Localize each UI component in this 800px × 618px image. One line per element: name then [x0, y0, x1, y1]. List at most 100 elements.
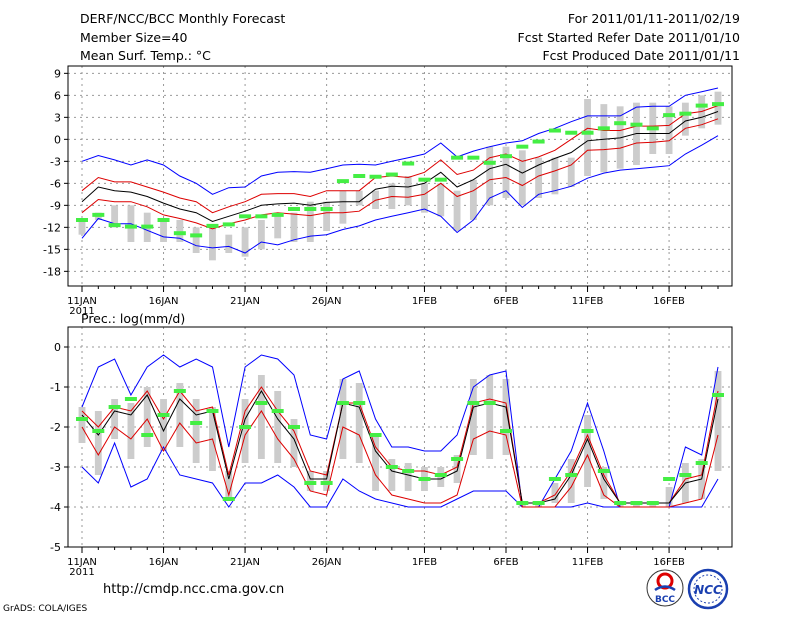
spread-box [192, 399, 200, 463]
spread-box [665, 106, 673, 154]
spread-box [94, 411, 102, 475]
x-tick-label: 16FEB [653, 557, 685, 568]
y-tick-label: -6 [50, 177, 61, 190]
spread-box [502, 379, 510, 455]
spread-box [209, 227, 216, 261]
chart-title: DERF/NCC/BCC Monthly Forecast [80, 11, 286, 26]
plot-frame [67, 65, 733, 287]
y-tick-label: -15 [43, 243, 61, 256]
spread-box [437, 183, 445, 217]
spread-box [127, 403, 135, 459]
spread-box [355, 383, 363, 463]
forecast-produced-date: Fcst Produced Date 2011/01/11 [542, 48, 740, 63]
spread-box [665, 487, 673, 507]
spread-box [469, 179, 477, 220]
spread-box [714, 91, 722, 125]
x-tick-label: 21JAN [230, 296, 260, 307]
x-tick-label: 11JAN [67, 296, 97, 307]
spread-box [518, 150, 526, 206]
y-tick-label: -2 [50, 421, 61, 434]
spread-box [241, 227, 249, 257]
spread-box [421, 183, 428, 213]
spread-box [404, 463, 412, 491]
x-tick-label: 11FEB [572, 557, 604, 568]
y-tick-label: -4 [50, 501, 61, 514]
spread-box [143, 387, 151, 447]
variable-label: Mean Surf. Temp.: °C [80, 48, 211, 63]
y-tick-label: 3 [54, 111, 61, 124]
spread-box [502, 146, 510, 198]
x-tick-label: 26JAN [312, 557, 342, 568]
source-url[interactable]: http://cmdp.ncc.cma.gov.cn [103, 582, 285, 597]
spread-box [714, 371, 722, 471]
spread-box [388, 459, 396, 491]
spread-box [192, 227, 200, 253]
ensemble-mean-line [81, 111, 719, 223]
y-tick-label: -1 [50, 381, 61, 394]
spread-box [404, 176, 412, 206]
x-tick-label: 26JAN [312, 296, 342, 307]
ensemble-mean-line [81, 390, 719, 504]
spread-box [257, 220, 265, 250]
lower-spread-line [81, 410, 719, 508]
bcc-logo-icon: BCC [646, 569, 684, 607]
spread-box [453, 190, 461, 231]
x-tick-label: 6FEB [493, 296, 518, 307]
grads-credit: GrADS: COLA/IGES [3, 604, 88, 614]
spread-box [551, 157, 559, 195]
x-tick-label: 1FEB [412, 557, 437, 568]
ncc-logo-icon: NCC [687, 568, 729, 610]
y-tick-label: -3 [50, 155, 61, 168]
max-line [81, 87, 719, 195]
x-tick-label: 6FEB [493, 557, 518, 568]
x-tick-label: 16JAN [149, 557, 179, 568]
plot-frame [67, 326, 733, 548]
spread-box [78, 220, 86, 235]
spread-box [111, 399, 119, 439]
forecast-started-date: Fcst Started Refer Date 2011/01/10 [517, 30, 741, 45]
spread-box [176, 220, 184, 242]
spread-box [225, 234, 233, 253]
y-tick-label: -12 [43, 221, 61, 234]
spread-box [290, 419, 298, 467]
spread-box [290, 212, 298, 242]
spread-box [535, 157, 543, 198]
forecast-period: For 2011/01/11-2011/02/19 [567, 11, 740, 26]
spread-box [339, 190, 347, 224]
spread-box [372, 435, 379, 491]
spread-box [567, 157, 575, 187]
precipitation-panel: 0 -1 -2 -3 -4 -5 11JAN 16JAN 21JAN 26JAN 1FEB 6FEB 1… [50, 326, 733, 578]
spread-box [469, 379, 477, 455]
y-tick-label: 9 [54, 67, 61, 80]
ncc-logo-text: NCC [694, 583, 722, 597]
max-line [81, 354, 719, 508]
x-tick-label: 11FEB [572, 296, 604, 307]
spread-box [225, 471, 233, 499]
y-tick-label: -18 [43, 265, 61, 278]
x-tick-label: 16JAN [149, 296, 179, 307]
min-line [81, 135, 719, 254]
spread-box [567, 459, 575, 503]
spread-box [323, 201, 331, 231]
spread-box [486, 146, 494, 206]
upper-spread-line [81, 386, 719, 504]
spread-box [257, 375, 265, 459]
spread-box [78, 407, 86, 443]
y-tick-label: 0 [54, 133, 61, 146]
spread-box [486, 375, 494, 459]
y-tick-label: -3 [50, 461, 61, 474]
x-tick-label: 1FEB [412, 296, 437, 307]
spread-box [176, 383, 184, 447]
spread-box [453, 455, 461, 483]
spread-box [274, 391, 282, 463]
y-tick-label: -5 [50, 541, 61, 554]
spread-box [274, 212, 282, 239]
x-tick-label: 16FEB [653, 296, 685, 307]
bcc-logo-text: BCC [655, 595, 675, 605]
spread-box [160, 220, 167, 242]
spread-box [306, 201, 314, 242]
spread-box [584, 99, 591, 176]
spread-box [160, 399, 167, 451]
spread-box [600, 104, 608, 173]
